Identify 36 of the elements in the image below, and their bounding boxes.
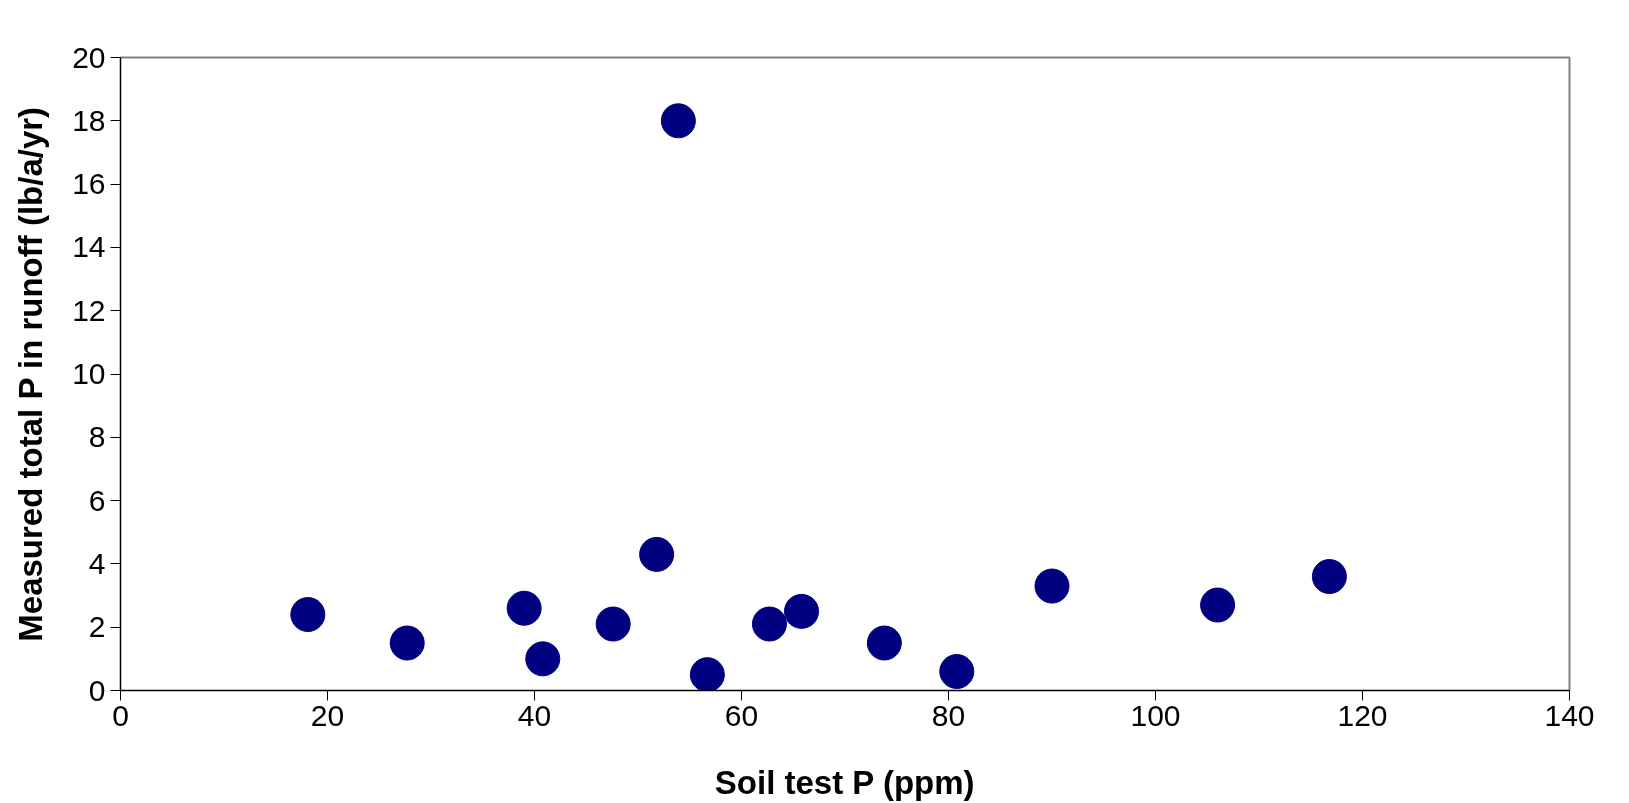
x-axis-title: Soil test P (ppm) <box>714 763 975 801</box>
x-tick-label: 120 <box>1337 698 1388 732</box>
point <box>660 103 696 139</box>
y-tick-label: 12 <box>72 293 106 327</box>
point <box>595 606 631 642</box>
point <box>639 536 675 572</box>
y-tick-label: 14 <box>72 230 106 264</box>
y-tick-label: 18 <box>72 103 106 137</box>
point <box>1200 587 1236 623</box>
point <box>866 625 902 661</box>
y-tick-label: 20 <box>72 40 106 74</box>
y-tick-label: 8 <box>88 420 106 454</box>
y-tick-label: 2 <box>88 610 106 644</box>
point <box>689 657 725 691</box>
y-tick-label: 16 <box>72 167 106 201</box>
y-tick-label: 0 <box>88 673 106 707</box>
point <box>1034 568 1070 604</box>
point <box>506 590 542 626</box>
x-tick-label: 100 <box>1130 698 1181 732</box>
point <box>784 593 820 629</box>
y-tick-label: 6 <box>88 483 106 517</box>
y-tick-label: 4 <box>88 546 106 580</box>
x-tick-label: 20 <box>310 698 345 732</box>
x-tick-label: 140 <box>1544 698 1595 732</box>
point <box>939 654 975 689</box>
x-tick-label: 60 <box>724 698 759 732</box>
point <box>1311 559 1347 595</box>
point <box>525 641 561 677</box>
point <box>751 606 787 642</box>
point <box>290 597 326 633</box>
x-tick-label: 40 <box>517 698 552 732</box>
x-tick-label: 0 <box>112 698 129 732</box>
x-tick-label: 80 <box>931 698 966 732</box>
y-tick-label: 10 <box>72 357 106 390</box>
y-axis-title: Measured total P in runoff (lb/a/yr) <box>12 106 50 642</box>
point <box>389 625 425 661</box>
